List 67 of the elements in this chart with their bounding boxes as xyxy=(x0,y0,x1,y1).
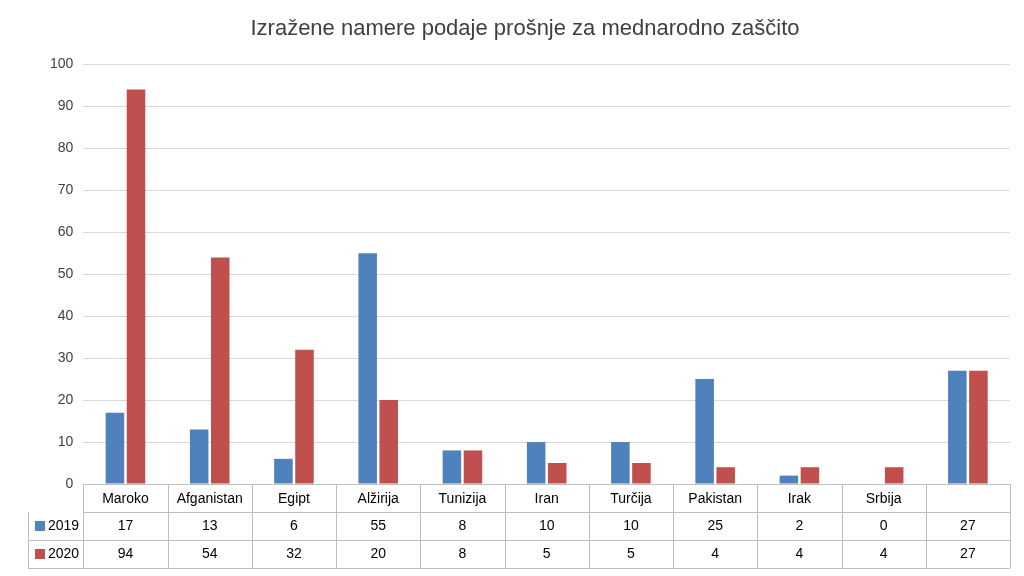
bar xyxy=(295,349,314,484)
legend-label: 2020 xyxy=(48,544,80,561)
bar xyxy=(611,442,630,484)
x-tick-label: Tunizija xyxy=(438,489,487,506)
y-tick-label: 0 xyxy=(65,474,74,491)
bar xyxy=(358,253,377,484)
y-tick-label: 60 xyxy=(57,223,74,240)
x-tick-label: Srbija xyxy=(865,489,902,506)
data-label: 4 xyxy=(795,544,804,561)
data-label: 55 xyxy=(370,516,387,533)
y-tick-label: 100 xyxy=(50,55,74,72)
bar xyxy=(189,429,209,484)
bar xyxy=(442,450,462,484)
x-tick-label: Irak xyxy=(787,489,813,506)
y-tick-label: 70 xyxy=(57,181,74,198)
x-tick-label: Maroko xyxy=(102,489,150,506)
x-tick-label: Alžirija xyxy=(357,489,400,506)
data-label: 32 xyxy=(286,544,302,561)
data-label: 27 xyxy=(960,544,976,561)
y-tick-label: 30 xyxy=(57,348,74,365)
bar xyxy=(800,467,820,484)
data-label: 4 xyxy=(879,544,888,561)
chart-title: Izražene namere podaje prošnje za mednarodno zaščito xyxy=(250,15,800,41)
data-label: 10 xyxy=(538,516,555,533)
y-tick-label: 90 xyxy=(57,97,74,114)
x-tick-label: Turčija xyxy=(610,489,652,506)
x-tick-label: Egipt xyxy=(278,489,311,506)
data-label: 2 xyxy=(795,516,804,533)
y-tick-label: 50 xyxy=(57,265,74,282)
y-tick-label: 10 xyxy=(57,432,74,449)
data-label: 17 xyxy=(117,516,134,533)
bar xyxy=(969,370,988,484)
data-label: 20 xyxy=(370,544,387,561)
bar xyxy=(526,442,546,484)
bar xyxy=(105,412,125,484)
bar xyxy=(547,463,567,484)
data-label: 27 xyxy=(960,516,976,533)
x-tick-label: Afganistan xyxy=(176,489,243,506)
y-tick-label: 20 xyxy=(57,390,74,407)
data-label: 6 xyxy=(290,516,299,533)
data-label: 4 xyxy=(711,544,720,561)
data-label: 5 xyxy=(627,544,636,561)
bar xyxy=(884,467,904,484)
bar xyxy=(716,467,735,484)
data-label: 94 xyxy=(117,544,134,561)
data-label: 13 xyxy=(201,516,218,533)
bar xyxy=(695,379,714,484)
x-tick-label: Pakistan xyxy=(688,489,743,506)
y-tick-label: 40 xyxy=(57,307,74,324)
data-label: 5 xyxy=(542,544,551,561)
bar xyxy=(379,400,398,484)
bar xyxy=(274,458,293,484)
data-label: 0 xyxy=(879,516,888,533)
y-tick-label: 80 xyxy=(57,139,74,156)
data-label: 25 xyxy=(707,516,724,533)
data-label: 54 xyxy=(201,544,218,561)
data-label: 10 xyxy=(623,516,639,533)
bar xyxy=(779,475,799,484)
x-tick-label: Iran xyxy=(534,489,559,506)
legend-label: 2019 xyxy=(48,516,80,533)
data-label: 8 xyxy=(458,544,467,561)
bar xyxy=(210,257,230,484)
bar xyxy=(463,450,483,484)
bar xyxy=(126,89,146,484)
data-label: 8 xyxy=(458,516,467,533)
bar xyxy=(948,370,967,484)
bar xyxy=(632,463,651,484)
